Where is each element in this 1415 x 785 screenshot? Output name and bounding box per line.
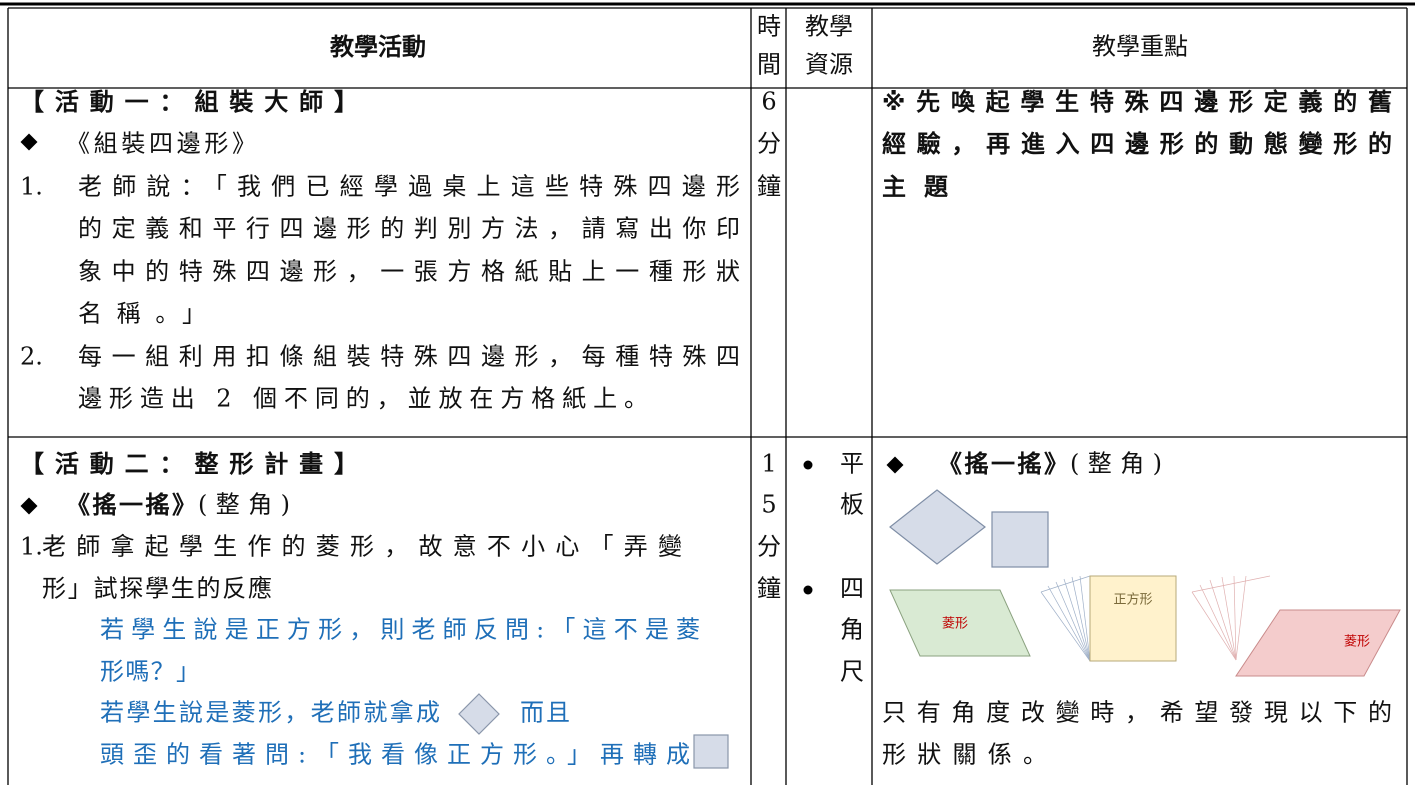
step-line: 形」試探學生的反應 <box>42 575 272 603</box>
step-line: 邊形造出 2 個不同的，並放在方格紙上。 <box>78 385 648 413</box>
time: 5 <box>761 491 776 519</box>
time: 分 <box>757 130 781 158</box>
step-note: 形嗎？」 <box>100 658 200 686</box>
step-number: 1. <box>20 173 43 201</box>
activity-subtitle: 《組裝四邊形》 <box>66 130 256 158</box>
time: 1 <box>761 450 776 478</box>
step-note: 而且 <box>520 699 570 727</box>
activity-title: 【活動一：組裝大師】 <box>20 88 358 116</box>
time: 6 <box>761 88 776 116</box>
bullet <box>803 585 813 595</box>
bullet <box>803 460 813 470</box>
step-note: 若學生說是菱形，老師就拿成 <box>100 699 440 727</box>
shape-illustration <box>889 489 1401 677</box>
step-line: 老師拿起學生作的菱形，故意不小心「弄變 <box>42 533 682 561</box>
focus-line: ※先喚起學生特殊四邊形定義的舊 <box>882 88 1392 116</box>
time: 分 <box>757 533 781 561</box>
resource: 平 <box>840 450 864 478</box>
focus-line: 只有角度改變時，希望發現以下的 <box>882 699 1392 727</box>
header-activity: 教學活動 <box>330 33 426 61</box>
time: 鐘 <box>757 575 781 603</box>
diamond-icon <box>458 693 500 735</box>
focus-line: 經驗，再進入四邊形的動態變形的 <box>882 130 1392 158</box>
activity-title: 【活動二：整形計畫】 <box>20 450 358 478</box>
focus-heading-note: (整角) <box>1070 450 1162 478</box>
focus-heading: 《搖一搖》 <box>938 450 1068 478</box>
header-resources: 教學 <box>805 13 853 41</box>
shape-label: 菱形 <box>1344 635 1370 650</box>
header-time: 間 <box>757 51 781 79</box>
resource: 尺 <box>840 658 864 686</box>
step-number: 2. <box>20 343 43 371</box>
step-line: 名稱。」 <box>78 300 206 328</box>
bullet <box>886 456 904 474</box>
activity-subtitle: 《搖一搖》 <box>66 491 196 519</box>
step-number: 1. <box>20 533 43 561</box>
focus-line: 形狀關係。 <box>882 741 1047 769</box>
header-focus: 教學重點 <box>1092 33 1188 61</box>
step-line: 象中的特殊四邊形，一張方格紙貼上一種形狀 <box>78 258 740 286</box>
step-line: 的定義和平行四邊形的判別方法，請寫出你印 <box>78 215 740 243</box>
shape-label: 菱形 <box>942 617 968 632</box>
bullet <box>20 133 38 151</box>
resource: 角 <box>840 616 864 644</box>
resource: 板 <box>840 491 864 519</box>
resource: 四 <box>840 575 864 603</box>
bullet <box>20 497 38 515</box>
time: 鐘 <box>757 173 781 201</box>
step-line: 老師說：「我們已經學過桌上這些特殊四邊形 <box>78 173 740 201</box>
activity-subtitle-note: (整角) <box>198 491 290 519</box>
step-note: 若學生說是正方形，則老師反問:「這不是菱 <box>100 616 700 644</box>
focus-line: 主題 <box>882 173 949 201</box>
step-note: 頭歪的看著問:「我看像正方形。」再轉成 <box>100 741 690 769</box>
square-icon <box>693 734 729 769</box>
header-time: 時 <box>757 13 781 41</box>
shape-label: 正方形 <box>1113 592 1152 608</box>
header-resources: 資源 <box>805 51 853 79</box>
step-line: 每一組利用扣條組裝特殊四邊形，每種特殊四 <box>78 343 740 371</box>
